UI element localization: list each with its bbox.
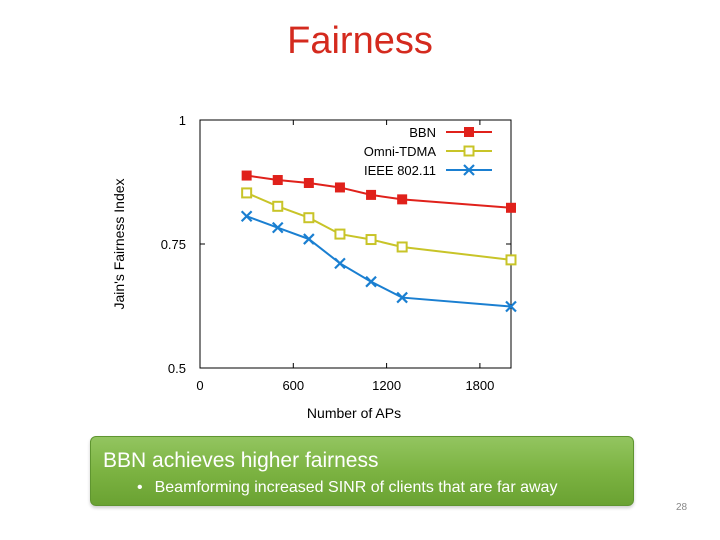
data-point-bbn bbox=[303, 177, 314, 188]
legend-label-omni-tdma: Omni-TDMA bbox=[364, 144, 437, 159]
data-point-omni-tdma bbox=[334, 228, 346, 240]
series-line-ieee-802-11 bbox=[246, 215, 512, 308]
data-point-bbn bbox=[397, 194, 408, 205]
data-point-ieee-802-11 bbox=[505, 300, 517, 313]
series-line-bbn bbox=[246, 174, 512, 209]
data-point-ieee-802-11 bbox=[303, 233, 315, 245]
x-tick-label: 600 bbox=[282, 378, 304, 393]
legend-marker-omni-tdma bbox=[463, 145, 475, 157]
legend-marker-ieee-802-11 bbox=[463, 164, 475, 176]
data-point-bbn bbox=[506, 202, 516, 213]
y-tick-label: 0.75 bbox=[161, 237, 186, 252]
x-axis-ticks: 0 600 1200 1800 bbox=[196, 120, 494, 393]
data-point-bbn bbox=[272, 175, 283, 186]
y-axis-label: Jain's Fairness Index bbox=[111, 178, 127, 309]
series-layer bbox=[240, 170, 517, 313]
data-point-ieee-802-11 bbox=[271, 221, 284, 234]
data-point-bbn bbox=[366, 189, 377, 200]
data-point-omni-tdma bbox=[396, 241, 408, 253]
series-line-omni-tdma bbox=[246, 191, 512, 261]
x-tick-label: 0 bbox=[196, 378, 203, 393]
data-point-bbn bbox=[241, 170, 252, 181]
series-ieee-802-11 bbox=[240, 210, 517, 313]
series-bbn bbox=[241, 170, 516, 213]
legend: BBN Omni-TDMA IEEE 802.11 bbox=[364, 125, 492, 178]
data-point-omni-tdma bbox=[272, 200, 284, 212]
data-point-ieee-802-11 bbox=[334, 257, 346, 270]
y-tick-label: 0.5 bbox=[168, 361, 186, 376]
series-omni-tdma bbox=[241, 187, 517, 266]
y-tick-label: 1 bbox=[179, 113, 186, 128]
x-tick-label: 1200 bbox=[372, 378, 401, 393]
callout-bullet-text: Beamforming increased SINR of clients th… bbox=[154, 479, 558, 496]
plot-frame bbox=[199, 119, 512, 369]
data-point-bbn bbox=[334, 182, 345, 193]
bullet-dot: • bbox=[137, 479, 143, 496]
legend-label-ieee-802-11: IEEE 802.11 bbox=[364, 163, 436, 178]
callout-bullet-item: • Beamforming increased SINR of clients t… bbox=[137, 479, 557, 497]
callout-heading: BBN achieves higher fairness bbox=[103, 449, 379, 472]
x-axis-label: Number of APs bbox=[307, 405, 401, 421]
y-axis-ticks: 0.5 0.75 1 bbox=[161, 113, 511, 376]
slide-title: Fairness bbox=[287, 20, 433, 62]
data-point-ieee-802-11 bbox=[365, 275, 377, 288]
data-point-ieee-802-11 bbox=[240, 210, 253, 223]
data-point-omni-tdma bbox=[241, 187, 253, 199]
data-point-omni-tdma bbox=[505, 254, 517, 266]
legend-label-bbn: BBN bbox=[409, 125, 436, 140]
data-point-omni-tdma bbox=[303, 212, 315, 224]
data-point-omni-tdma bbox=[365, 234, 377, 246]
fairness-chart: 0.5 0.75 1 0 600 1200 1800 Number of APs Jain… bbox=[111, 113, 517, 421]
x-tick-label: 1800 bbox=[465, 378, 494, 393]
data-point-ieee-802-11 bbox=[396, 291, 408, 304]
callout-box: BBN achieves higher fairness • Beamformin… bbox=[90, 436, 634, 506]
legend-marker-bbn bbox=[464, 127, 474, 137]
page-number: 28 bbox=[676, 502, 688, 513]
